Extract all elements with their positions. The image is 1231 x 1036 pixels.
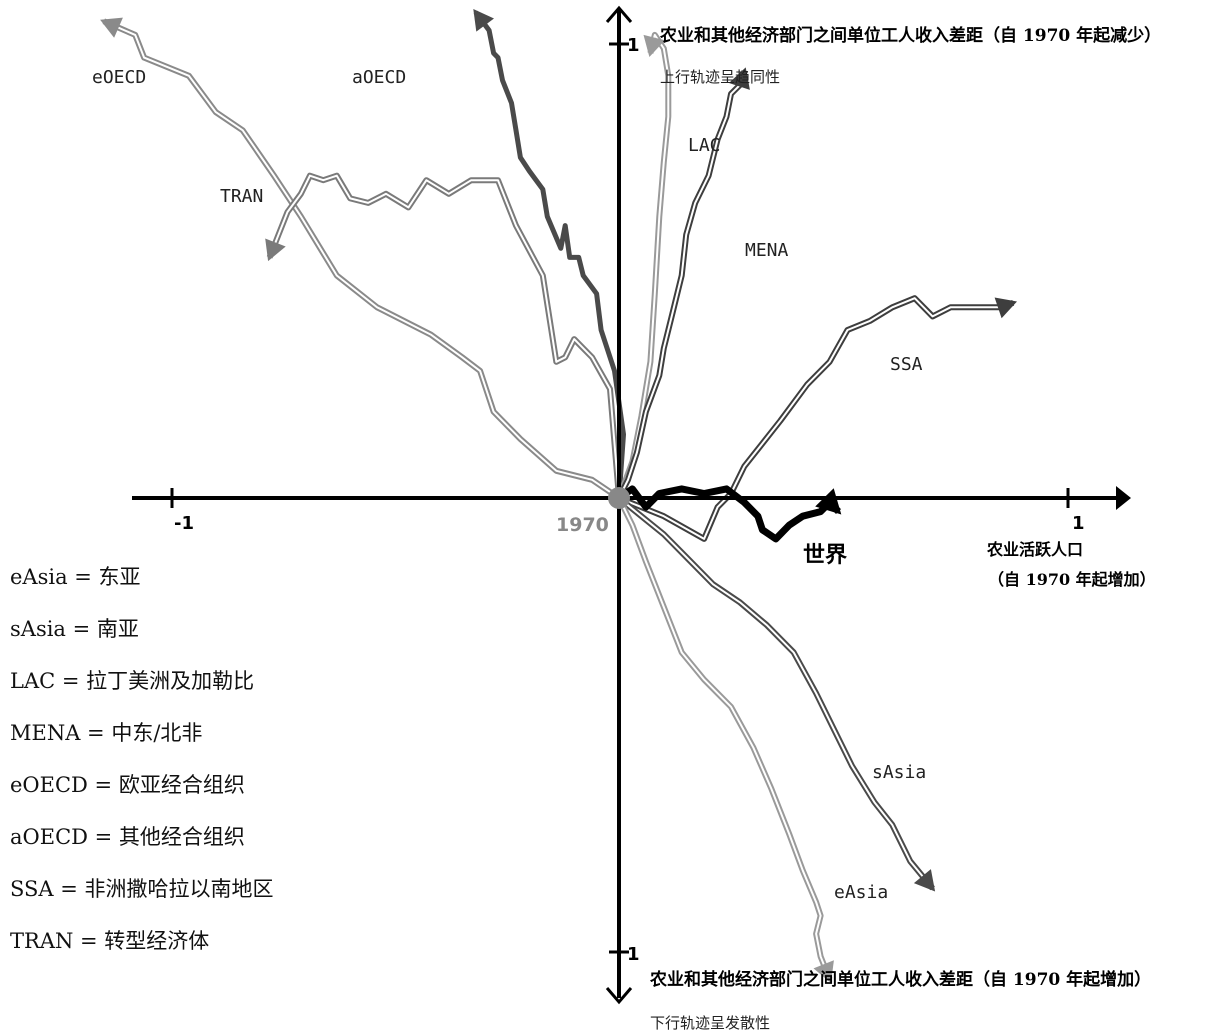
legend-item-eOECD: eOECD = 欧亚经合组织 — [10, 773, 245, 797]
series-line-SSA — [617, 295, 1015, 542]
series-arrow-eOECD — [100, 17, 123, 38]
series-line-eAsia — [616, 496, 833, 981]
series-arrow-world — [815, 488, 842, 515]
series-label-eOECD: eOECD — [92, 67, 146, 88]
series-line-inner-MENA — [618, 70, 746, 499]
series-eOECD — [100, 17, 621, 501]
series-line-sAsia — [617, 495, 935, 891]
series-arrow-eAsia — [813, 960, 834, 983]
series-SSA — [617, 295, 1017, 542]
series-label-world: 世界 — [803, 543, 847, 568]
series-arrow-SSA — [994, 297, 1017, 319]
series-arrow-sAsia — [913, 869, 936, 892]
series-line-inner-sAsia — [618, 497, 934, 890]
origin-label: 1970 — [556, 514, 609, 536]
y-axis-top-arrowhead — [605, 5, 633, 23]
series-line-aOECD — [473, 10, 626, 499]
series-line-inner-eAsia — [618, 497, 831, 980]
series-label-LAC: LAC — [688, 135, 721, 156]
legend: eAsia = 东亚 sAsia = 南亚 LAC = 拉丁美洲及加勒比 MEN… — [10, 564, 274, 980]
series-aOECD — [473, 9, 626, 499]
legend-item-LAC: LAC = 拉丁美洲及加勒比 — [10, 669, 255, 693]
series-arrow-TRAN — [265, 238, 286, 262]
series-world — [617, 485, 842, 543]
series-arrow-LAC — [643, 34, 665, 57]
series-line-world — [617, 485, 842, 543]
x-axis-arrowhead — [1116, 486, 1131, 510]
y-tick-label-neg: 1 — [627, 944, 640, 965]
series-line-inner-eOECD — [103, 20, 620, 499]
y-axis-top-sub: 上行轨迹呈趋同性 — [660, 68, 780, 86]
y-tick-label-pos: 1 — [627, 35, 640, 56]
legend-item-TRAN: TRAN = 转型经济体 — [10, 929, 210, 953]
legend-item-MENA: MENA = 中东/北非 — [10, 721, 203, 745]
series-label-TRAN: TRAN — [220, 186, 263, 207]
series-label-sAsia: sAsia — [872, 762, 926, 783]
x-axis-label-line1: 农业活跃人口 — [986, 540, 1083, 559]
series-label-SSA: SSA — [890, 354, 923, 375]
y-axis-bottom-label: 农业和其他经济部门之间单位工人收入差距（自 1970 年起增加） — [649, 969, 1151, 990]
series-sAsia — [617, 495, 936, 892]
y-axis-bottom-arrowhead — [605, 987, 633, 1005]
series-arrow-MENA — [729, 67, 750, 90]
series-line-eOECD — [102, 18, 621, 501]
series-TRAN — [265, 172, 622, 499]
y-axis-bottom-sub: 下行轨迹呈发散性 — [650, 1014, 770, 1032]
legend-item-SSA: SSA = 非洲撒哈拉以南地区 — [10, 877, 274, 901]
series-line-inner-TRAN — [268, 174, 620, 499]
series-label-eAsia: eAsia — [834, 882, 888, 903]
series-eAsia — [616, 496, 834, 983]
legend-item-sAsia: sAsia = 南亚 — [10, 617, 139, 641]
series-line-inner-LAC — [618, 33, 670, 499]
series-line-inner-SSA — [618, 297, 1014, 540]
origin-dot — [608, 487, 630, 509]
legend-item-aOECD: aOECD = 其他经合组织 — [10, 825, 245, 849]
x-axis-label-line2: （自 1970 年起增加） — [988, 570, 1156, 589]
y-axis-top-label: 农业和其他经济部门之间单位工人收入差距（自 1970 年起减少） — [659, 25, 1161, 46]
series-LAC — [616, 31, 672, 500]
series-arrow-aOECD — [473, 9, 494, 32]
x-tick-label-pos: 1 — [1072, 513, 1085, 534]
series-label-aOECD: aOECD — [352, 67, 406, 88]
legend-item-eAsia: eAsia = 东亚 — [10, 565, 141, 589]
series-MENA — [616, 67, 750, 500]
series-layer — [100, 9, 1017, 983]
series-label-MENA: MENA — [745, 240, 789, 261]
x-tick-label-neg: -1 — [174, 513, 194, 534]
